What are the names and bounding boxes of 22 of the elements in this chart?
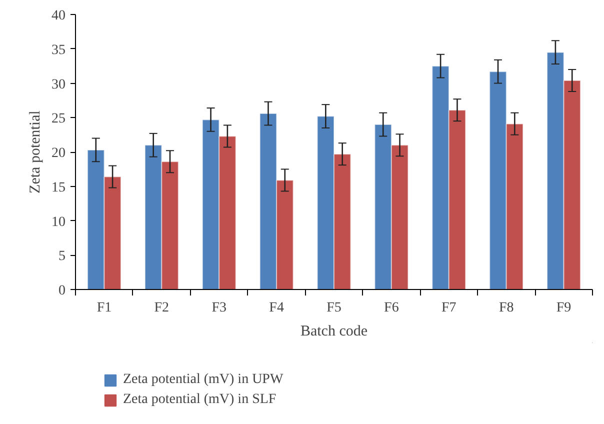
y-tick-label: 25 [52, 112, 66, 127]
legend-label: Zeta potential (mV) in UPW [123, 372, 284, 388]
y-tick-label: 10 [52, 214, 66, 230]
x-tick-label: F3 [212, 300, 227, 316]
y-tick-label: 5 [58, 249, 66, 264]
y-tick-label: 35 [52, 42, 66, 58]
x-tick-label: F2 [154, 300, 170, 316]
x-tick-label: F1 [96, 300, 112, 316]
x-tick-label: F8 [498, 300, 514, 316]
x-tick-label: F6 [384, 300, 399, 316]
x-tick-label: F7 [441, 300, 456, 316]
legend-label: Zeta potential (mV) in SLF [123, 392, 276, 408]
x-tick-label: F9 [556, 300, 572, 316]
x-tick-label: F5 [326, 300, 342, 316]
y-tick-label: 30 [52, 77, 66, 92]
y-axis-title: Zeta potential [28, 110, 44, 194]
y-tick-label: 15 [52, 180, 66, 196]
y-tick-label: 20 [52, 146, 66, 161]
y-tick-label: 0 [58, 284, 66, 298]
x-tick-label: F4 [269, 300, 284, 316]
x-axis-title: Batch code [300, 324, 368, 340]
y-tick-label: 40 [52, 8, 66, 24]
